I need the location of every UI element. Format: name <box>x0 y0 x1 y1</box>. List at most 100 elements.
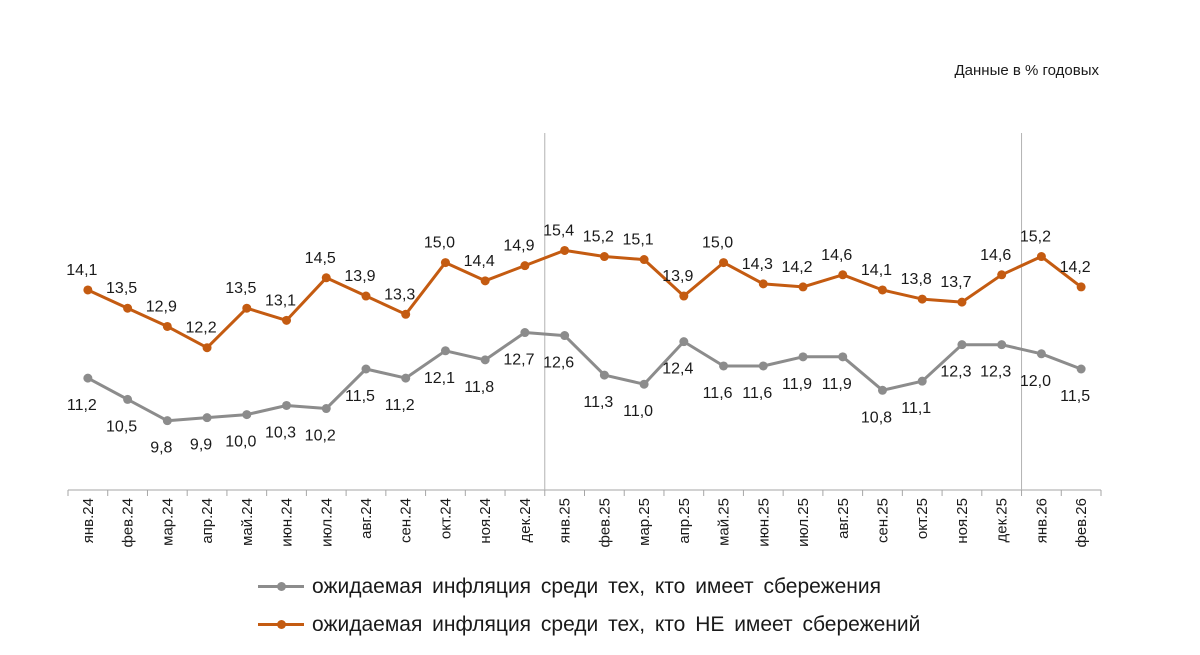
legend: ожидаемая инфляция среди тех, кто имеет … <box>258 568 920 644</box>
data-point <box>560 245 570 255</box>
data-point <box>321 404 331 414</box>
x-tick-label: сен.24 <box>398 498 415 543</box>
x-tick-label: ноя.24 <box>477 498 494 544</box>
data-label: 15,0 <box>424 235 455 252</box>
data-point <box>838 270 848 280</box>
data-point <box>202 343 212 353</box>
x-tick-label: янв.24 <box>80 498 97 543</box>
x-tick-label: окт.24 <box>437 498 454 539</box>
series-line-0 <box>87 331 1082 423</box>
data-label: 13,5 <box>106 280 137 297</box>
data-point <box>599 252 609 262</box>
data-point <box>679 337 689 347</box>
data-point <box>997 270 1007 280</box>
x-tick-label: янв.26 <box>1033 498 1050 543</box>
data-point <box>957 340 967 350</box>
axis-layer: янв.24 фев.24 мар.24 апр.24 май.24 июн.24 июл.… <box>67 133 1102 548</box>
data-point <box>401 309 411 319</box>
data-label: 11,5 <box>1060 388 1090 405</box>
data-label: 13,9 <box>344 268 375 285</box>
data-point <box>1076 364 1086 374</box>
data-point <box>83 373 93 383</box>
data-label: 14,5 <box>305 250 336 267</box>
legend-item-non-savers: ожидаемая инфляция среди тех, кто НЕ име… <box>258 606 920 644</box>
data-label: 13,5 <box>225 280 256 297</box>
data-label: 11,9 <box>782 376 812 393</box>
data-label: 12,3 <box>980 364 1011 381</box>
data-label: 14,6 <box>980 247 1011 264</box>
legend-label-non-savers: ожидаемая инфляция среди тех, кто НЕ име… <box>312 613 921 636</box>
data-label: 10,2 <box>305 428 336 445</box>
data-label: 11,5 <box>345 388 375 405</box>
data-label: 13,8 <box>901 271 932 288</box>
data-point <box>997 340 1007 350</box>
x-tick-label: ноя.25 <box>954 498 971 544</box>
data-point <box>440 346 450 356</box>
data-point <box>758 361 768 371</box>
data-label: 10,3 <box>265 424 296 441</box>
x-tick-label: дек.24 <box>517 498 534 543</box>
data-label: 15,4 <box>543 222 574 239</box>
data-label: 13,9 <box>662 268 693 285</box>
data-label: 11,8 <box>464 379 494 396</box>
data-point <box>480 276 490 286</box>
x-tick-label: апр.25 <box>676 498 693 544</box>
data-label: 12,1 <box>424 370 455 387</box>
data-label: 14,6 <box>821 247 852 264</box>
data-label: 14,3 <box>742 256 773 273</box>
data-label: 12,7 <box>503 352 534 369</box>
x-tick-label: фев.26 <box>1073 498 1090 548</box>
data-label: 15,1 <box>623 232 654 249</box>
data-point <box>719 258 729 268</box>
data-label: 12,6 <box>543 355 574 372</box>
data-label: 14,2 <box>781 259 812 276</box>
legend-swatch-savers <box>258 577 304 597</box>
data-label: 9,8 <box>150 440 172 457</box>
x-tick-label: авг.24 <box>358 498 375 539</box>
x-tick-label: окт.25 <box>914 498 931 539</box>
data-point <box>917 294 927 304</box>
x-tick-label: июн.24 <box>279 498 296 547</box>
data-point <box>520 261 530 271</box>
legend-swatch-non-savers <box>258 615 304 635</box>
data-point <box>1076 282 1086 292</box>
data-point <box>361 291 371 301</box>
data-label: 12,2 <box>185 320 216 337</box>
data-label: 15,2 <box>1020 229 1051 246</box>
series-line-1 <box>87 248 1083 350</box>
data-point <box>440 258 450 268</box>
data-point <box>401 373 411 383</box>
data-label: 11,2 <box>385 397 415 414</box>
data-point <box>162 416 172 426</box>
legend-label-savers: ожидаемая инфляция среди тех, кто имеет … <box>312 575 881 598</box>
data-label: 14,1 <box>861 262 892 279</box>
data-label: 11,3 <box>583 394 613 411</box>
data-label: 14,4 <box>464 253 495 270</box>
data-point <box>480 355 490 365</box>
data-point <box>282 400 292 410</box>
data-point <box>1036 349 1046 359</box>
data-label: 12,4 <box>662 361 693 378</box>
data-label: 12,9 <box>146 298 177 315</box>
data-label: 15,2 <box>583 229 614 246</box>
data-label: 11,6 <box>703 385 733 402</box>
data-point <box>599 370 609 380</box>
x-tick-label: май.25 <box>716 498 733 546</box>
x-tick-label: авг.25 <box>835 498 852 539</box>
data-label: 14,9 <box>503 238 534 255</box>
data-point <box>361 364 371 374</box>
data-point <box>123 303 133 313</box>
x-tick-label: мар.24 <box>159 498 176 546</box>
data-point <box>83 285 93 295</box>
x-tick-label: мар.25 <box>636 498 653 546</box>
data-point <box>758 279 768 289</box>
data-point <box>798 282 808 292</box>
data-point <box>123 394 133 404</box>
data-label: 11,1 <box>901 400 931 417</box>
data-label: 10,8 <box>861 409 892 426</box>
data-label: 10,5 <box>106 418 137 435</box>
x-tick-label: май.24 <box>239 498 256 546</box>
data-point <box>520 328 530 338</box>
data-label: 14,2 <box>1060 259 1091 276</box>
